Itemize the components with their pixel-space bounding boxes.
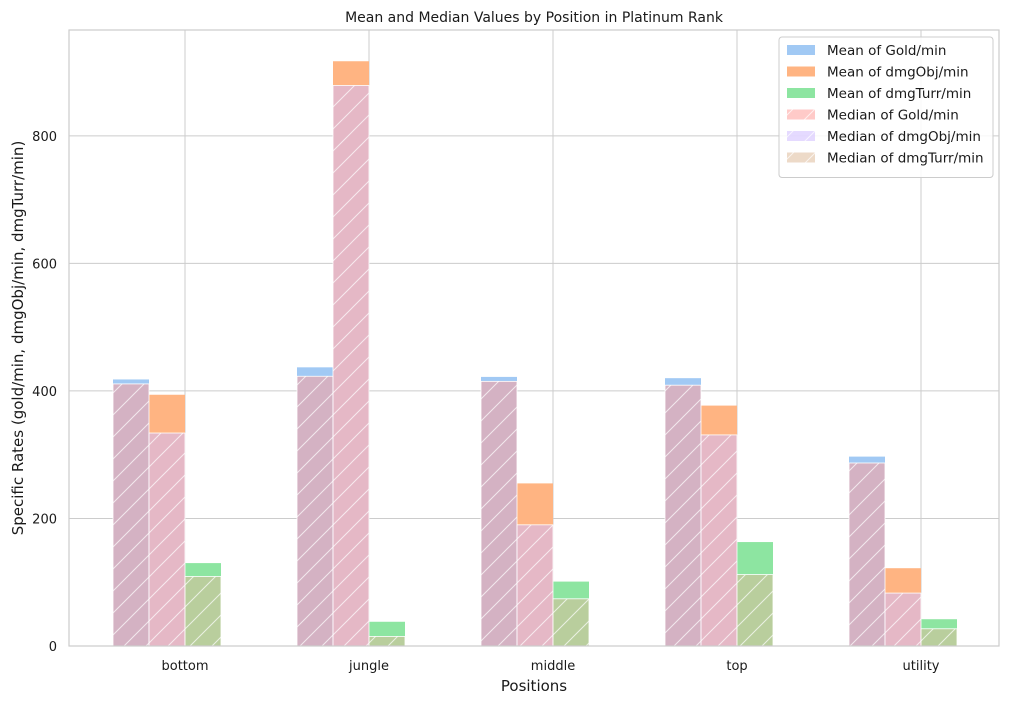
bar-hatch — [517, 524, 553, 646]
y-tick-label: 200 — [32, 512, 57, 527]
bar — [920, 628, 958, 647]
bar-hatch — [737, 574, 773, 646]
x-tick-label: bottom — [161, 659, 208, 674]
legend-label: Median of Gold/min — [827, 108, 959, 124]
legend-swatch — [787, 45, 815, 55]
bar-hatch — [885, 593, 921, 646]
bar — [148, 432, 186, 647]
bar — [184, 576, 222, 647]
legend: Mean of Gold/min Mean of dmgObj/min Mean o… — [778, 36, 994, 178]
bar — [516, 524, 554, 647]
legend-label: Mean of dmgObj/min — [827, 65, 969, 81]
legend-label: Median of dmgObj/min — [827, 129, 981, 145]
legend-swatch-hatch — [787, 152, 815, 163]
bar-hatch — [921, 628, 957, 646]
bar-hatch — [665, 385, 701, 646]
bar-hatch — [701, 434, 737, 646]
legend-swatch — [787, 66, 815, 77]
bar-hatch — [369, 636, 405, 646]
bar — [368, 636, 406, 647]
bar-hatch — [333, 85, 369, 646]
y-axis-label: Specific Rates (gold/min, dmgObj/min, dm… — [9, 141, 27, 536]
x-axis-label: Positions — [501, 677, 567, 695]
legend-swatch-hatch — [787, 131, 815, 141]
bar — [480, 380, 518, 647]
bar — [552, 598, 590, 647]
x-tick-label: middle — [531, 659, 575, 674]
y-tick-label: 400 — [32, 385, 57, 400]
bar-hatch — [185, 576, 221, 646]
bar — [736, 574, 774, 647]
legend-label: Mean of dmgTurr/min — [827, 86, 971, 102]
x-tick-label: utility — [903, 659, 940, 674]
bar-hatch — [849, 462, 885, 646]
y-tick-label: 800 — [32, 130, 57, 145]
x-tick-label: jungle — [348, 659, 389, 674]
legend-swatch-hatch — [787, 109, 815, 120]
bar-hatch — [553, 598, 589, 646]
bar — [296, 375, 334, 647]
bar-hatch — [149, 433, 185, 646]
bar — [884, 592, 922, 647]
bar — [112, 383, 150, 647]
legend-label: Median of dmgTurr/min — [827, 151, 984, 167]
y-tick-label: 0 — [49, 640, 57, 655]
bar-hatch — [113, 383, 149, 646]
chart-title: Mean and Median Values by Position in Pl… — [345, 10, 724, 26]
plot-frame — [68, 29, 1000, 647]
bar — [664, 384, 702, 647]
bar-hatch — [481, 381, 517, 646]
bar — [848, 462, 886, 647]
x-tick-label: top — [726, 659, 747, 674]
y-tick-label: 600 — [32, 257, 57, 272]
bar — [700, 434, 738, 647]
legend-label: Mean of Gold/min — [827, 43, 946, 59]
legend-swatch — [787, 88, 815, 98]
bar-hatch — [297, 376, 333, 646]
bar — [332, 85, 370, 647]
legend-box — [778, 36, 994, 178]
